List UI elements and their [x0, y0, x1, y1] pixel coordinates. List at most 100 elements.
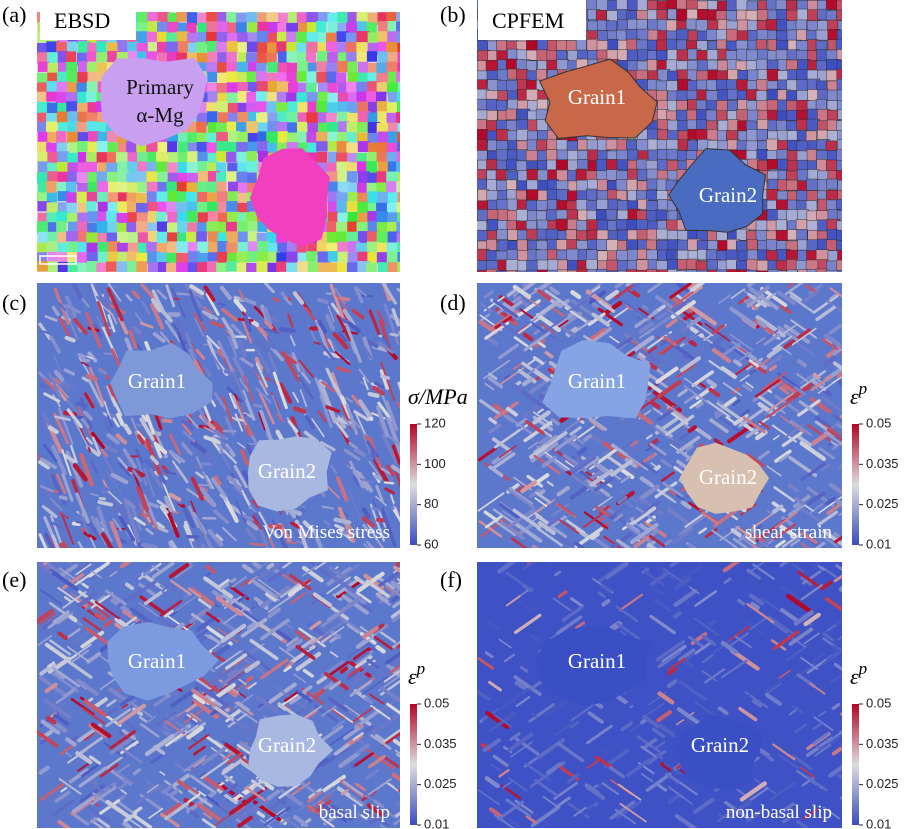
grain-cell — [526, 49, 538, 61]
grain-cell — [366, 161, 378, 174]
field-streak — [600, 779, 620, 794]
field-streak — [620, 475, 631, 484]
grain-cell — [337, 12, 350, 24]
field-streak — [812, 653, 824, 662]
field-streak — [638, 352, 646, 359]
grain-cell — [296, 131, 308, 143]
grain-cell — [336, 152, 349, 164]
field-streak — [307, 794, 332, 812]
field-streak — [51, 521, 65, 530]
field-streak — [746, 809, 763, 822]
grain-cell — [397, 261, 400, 272]
grain-cell — [67, 131, 80, 144]
grain-cell — [307, 101, 318, 114]
grain-cell — [317, 262, 331, 272]
field-streak — [142, 493, 159, 528]
grain-cell — [157, 141, 170, 153]
grain-cell — [236, 262, 249, 272]
field-streak — [320, 440, 336, 452]
field-streak — [117, 451, 126, 457]
grain-cell — [356, 152, 367, 165]
grain-cell — [117, 251, 129, 265]
field-streak — [760, 286, 788, 308]
grain-cell — [636, 169, 649, 181]
field-streak — [87, 379, 104, 408]
field-streak — [118, 538, 127, 545]
field-streak — [202, 812, 213, 820]
field-streak — [740, 409, 751, 417]
field-streak — [57, 819, 72, 828]
grain-cell — [646, 59, 659, 72]
grain-cell — [107, 181, 120, 193]
field-streak — [629, 522, 659, 545]
field-streak — [591, 312, 611, 327]
grain-cell — [825, 269, 839, 272]
field-streak — [146, 715, 157, 724]
field-streak — [738, 535, 759, 548]
grain-cell — [347, 252, 359, 264]
field-streak — [293, 673, 307, 684]
grain-cell — [316, 151, 328, 165]
field-streak — [222, 594, 233, 603]
field-streak — [393, 818, 400, 826]
grain-cell — [486, 110, 498, 122]
grain-cell — [127, 152, 138, 163]
grain-cell — [327, 201, 340, 215]
field-streak — [670, 300, 696, 319]
field-streak — [790, 538, 801, 547]
field-streak — [758, 420, 771, 430]
field-streak — [94, 612, 106, 622]
field-streak — [613, 504, 628, 516]
grain-cell — [337, 212, 350, 226]
field-streak — [701, 511, 719, 525]
field-streak — [189, 810, 200, 819]
field-streak — [264, 592, 277, 602]
grain-cell — [507, 229, 519, 241]
field-streak — [70, 697, 95, 716]
field-streak — [790, 319, 818, 339]
field-streak — [603, 535, 623, 548]
field-streak — [593, 476, 614, 492]
field-streak — [131, 326, 142, 335]
field-streak — [297, 376, 315, 400]
annotation: Grain2 — [699, 465, 757, 489]
grain-cell — [87, 211, 101, 222]
field-streak — [294, 424, 301, 432]
micrograph — [477, 0, 842, 272]
grain-cell — [226, 221, 239, 234]
grain-cell — [367, 72, 378, 85]
field-streak — [134, 312, 144, 325]
field-streak — [549, 286, 560, 295]
field-streak — [779, 415, 805, 434]
grain-cell — [267, 112, 279, 126]
field-streak — [742, 416, 766, 434]
field-streak — [586, 759, 600, 770]
field-streak — [380, 765, 393, 775]
grain-cell — [277, 12, 291, 25]
field-streak — [664, 331, 674, 339]
field-streak — [546, 762, 563, 775]
grain-cell — [247, 22, 260, 33]
field-streak — [616, 538, 632, 548]
grain-cell — [626, 219, 638, 231]
field-streak — [689, 399, 702, 409]
grain-cell — [807, 108, 819, 120]
field-streak — [487, 620, 500, 631]
field-streak — [488, 680, 502, 692]
field-streak — [572, 806, 595, 823]
field-streak — [557, 535, 579, 548]
field-streak — [587, 711, 604, 724]
grain-cell — [627, 149, 639, 161]
grain-cell — [237, 192, 248, 206]
field-streak — [768, 615, 796, 637]
field-streak — [397, 331, 400, 339]
field-streak — [68, 768, 90, 784]
field-streak — [40, 719, 61, 735]
grain-cell — [47, 152, 58, 163]
field-streak — [124, 582, 135, 591]
grain-cell — [47, 72, 58, 86]
field-streak — [566, 292, 595, 313]
grain-cell — [237, 231, 248, 244]
grain-cell — [67, 252, 79, 263]
grain-cell — [306, 152, 319, 165]
